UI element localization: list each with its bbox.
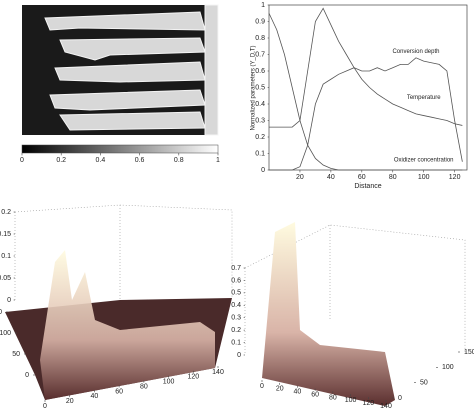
tick-label: 0.3 <box>231 315 241 322</box>
tick-label: 50 <box>12 351 20 358</box>
surface-left-shape <box>40 250 215 400</box>
tick-label: 40 <box>294 389 302 396</box>
series-line <box>268 13 463 171</box>
tick-label: 0.6 <box>231 277 241 284</box>
tick-label: 120 <box>362 400 374 407</box>
tick-label: 0.9 <box>255 18 265 25</box>
series-line <box>269 57 463 171</box>
colorbar <box>21 144 219 154</box>
tick-label: 120 <box>187 374 199 381</box>
tick-label: 0.2 <box>231 327 241 334</box>
tick-label: 80 <box>329 394 337 401</box>
series-label: Conversion depth <box>392 49 439 55</box>
plot-frame <box>268 4 468 171</box>
tick-label: 0 <box>398 395 402 402</box>
tick-label: 0.1 <box>231 339 241 346</box>
tick-label: 0 <box>20 157 24 164</box>
series-label: Oxidizer concentration <box>394 158 454 164</box>
tick-label: 40 <box>327 174 335 181</box>
tick-label: 0 <box>7 297 11 304</box>
tick-label: 0 <box>261 167 265 174</box>
tick-label: 0.2 <box>1 209 11 216</box>
tick-label: 1 <box>216 157 220 164</box>
tick-label: 0.4 <box>255 101 265 108</box>
tick-label: 0.05 <box>0 275 11 282</box>
tick-label: 0 <box>237 352 241 359</box>
tick-label: 0.5 <box>231 290 241 297</box>
surface-right <box>244 224 466 355</box>
tick-label: 0.7 <box>231 265 241 272</box>
tick-label: 80 <box>140 383 148 390</box>
tick-label: 0.4 <box>96 157 106 164</box>
tick-label: 100 <box>418 174 430 181</box>
tick-label: 0.8 <box>174 157 184 164</box>
tick-label: 150 <box>0 309 2 316</box>
y-axis-label: Normalized parameters (Y_D,T) <box>251 45 257 130</box>
tick-label: 20 <box>66 398 74 405</box>
tick-label: 60 <box>358 174 366 181</box>
tick-label: 100 <box>442 364 454 371</box>
tick-label: 80 <box>389 174 397 181</box>
tick-label: 60 <box>311 391 319 398</box>
tick-label: 1 <box>261 2 265 9</box>
surface-right-shape <box>262 222 395 406</box>
tick-label: 0.3 <box>255 117 265 124</box>
tick-label: 0.6 <box>135 157 145 164</box>
tick-label: 50 <box>420 380 428 387</box>
tick-label: 140 <box>380 403 392 410</box>
tick-label: 0.5 <box>255 84 265 91</box>
tick-label: 0.2 <box>255 134 265 141</box>
tick-label: 40 <box>91 393 99 400</box>
x-axis-label: Distance <box>354 183 381 190</box>
tick-label: 0.2 <box>56 157 66 164</box>
tick-label: 140 <box>212 369 224 376</box>
tick-label: 0.1 <box>1 253 11 260</box>
tick-label: 20 <box>276 386 284 393</box>
tick-label: 120 <box>449 174 461 181</box>
tick-label: 0.1 <box>255 150 265 157</box>
surface-left <box>14 204 233 300</box>
tick-label: 0.7 <box>255 51 265 58</box>
series-label: Temperature <box>407 95 441 101</box>
series-line <box>269 7 463 128</box>
tick-label: 100 <box>0 330 11 337</box>
tick-label: 20 <box>296 174 304 181</box>
tick-label: 0 <box>25 372 29 379</box>
tick-label: 0.8 <box>255 35 265 42</box>
tick-label: 0.4 <box>231 302 241 309</box>
tick-label: 100 <box>163 379 175 386</box>
pattern-image <box>22 4 219 136</box>
tick-label: 0.6 <box>255 68 265 75</box>
tick-label: 60 <box>115 388 123 395</box>
tick-label: 150 <box>464 349 474 356</box>
tick-label: 0 <box>43 403 47 410</box>
tick-label: 0.15 <box>0 231 11 238</box>
tick-label: 100 <box>345 397 357 404</box>
tick-label: 0 <box>260 383 264 390</box>
